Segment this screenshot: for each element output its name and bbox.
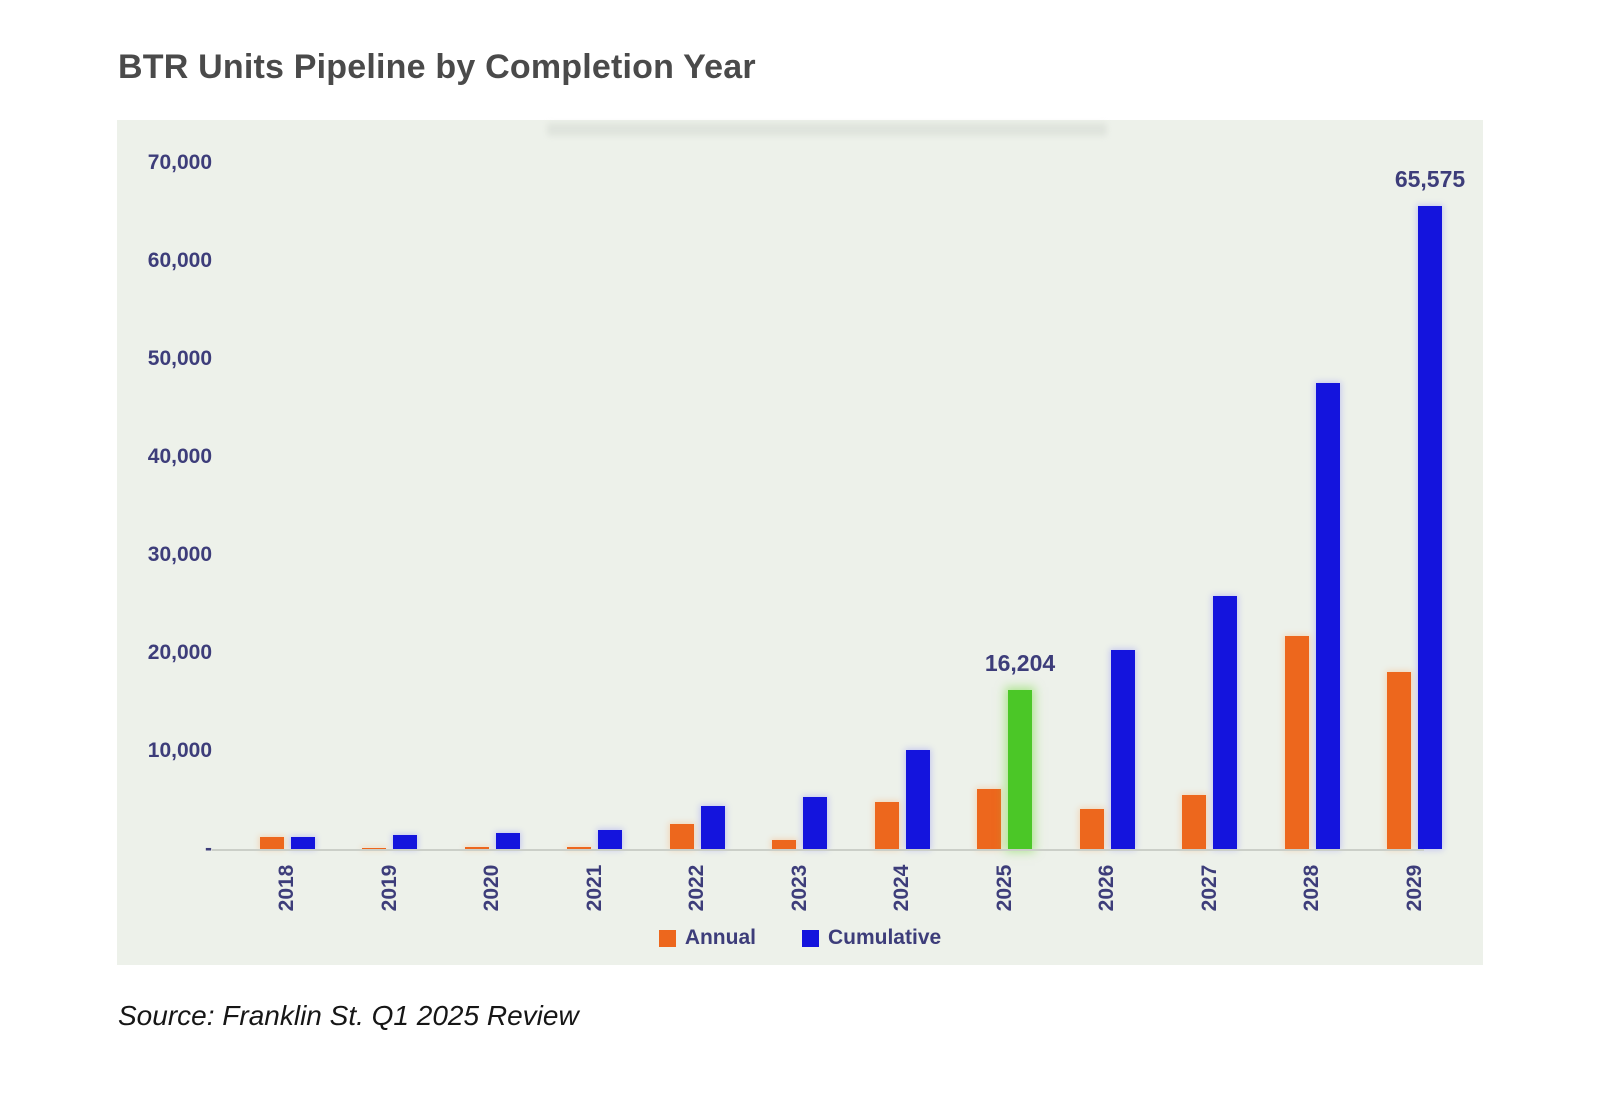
bar-annual-2022 (669, 824, 694, 849)
source-note: Source: Franklin St. Q1 2025 Review (118, 1000, 579, 1031)
page-title: BTR Units Pipeline by Completion Year (118, 48, 756, 86)
bar-cumulative-2026 (1110, 650, 1135, 849)
bar-annual-2019 (362, 848, 386, 849)
x-tick-label: 2021 (582, 864, 606, 912)
bar-cumulative-2020 (495, 833, 520, 849)
x-tick-label: 2023 (787, 864, 811, 912)
bar-annual-2021 (567, 847, 591, 849)
x-tick-label: 2020 (480, 864, 503, 912)
bar-cumulative-2022 (700, 806, 725, 849)
bar-cumulative-2025-highlighted (1008, 690, 1032, 849)
bar-cumulative-2027 (1213, 596, 1237, 849)
bar-annual-2026 (1079, 809, 1104, 849)
y-tick-label: 50,000 (147, 347, 212, 370)
chart-panel: 70,000 60,000 50,000 40,000 30,000 20,000 10,0… (117, 120, 1483, 965)
bar-cumulative-2021 (598, 830, 622, 849)
x-tick-label: 2018 (275, 864, 298, 912)
bar-annual-2020 (464, 847, 489, 849)
y-tick-label: 60,000 (147, 249, 212, 272)
artifact-band (547, 123, 1107, 136)
bar-annual-2023 (772, 840, 796, 849)
x-tick-label: 2019 (377, 864, 401, 912)
y-tick-label: 10,000 (147, 739, 212, 762)
bar-cumulative-2019 (393, 835, 417, 849)
x-tick-label: 2026 (1095, 864, 1118, 912)
bar-annual-2025 (977, 789, 1001, 849)
legend-cumulative-label: Cumulative (827, 926, 942, 949)
annual-swatch-icon (658, 929, 676, 947)
bar-annual-2024 (874, 802, 899, 849)
x-tick-label: 2028 (1300, 864, 1323, 912)
y-tick-label: - (205, 837, 212, 860)
x-tick-label: 2025 (992, 864, 1016, 912)
y-tick-label: 70,000 (147, 151, 212, 174)
bar-cumulative-2023 (803, 797, 827, 849)
data-label-2029: 65,575 (1394, 166, 1466, 192)
bar-annual-2028 (1284, 636, 1309, 849)
legend-item-cumulative: Cumulative (801, 926, 942, 950)
x-tick-label: 2022 (685, 864, 708, 912)
x-tick-label: 2029 (1402, 864, 1426, 912)
y-tick-label: 30,000 (147, 543, 212, 566)
x-tick-label: 2024 (890, 864, 913, 912)
bar-annual-2018 (259, 837, 284, 849)
legend-item-annual: Annual (658, 926, 756, 950)
cumulative-swatch-icon (801, 929, 819, 947)
y-tick-label: 40,000 (147, 445, 212, 468)
x-axis-line (212, 849, 1424, 851)
y-tick-label: 20,000 (147, 641, 212, 664)
legend: Annual Cumulative (117, 926, 1483, 950)
bar-cumulative-2028 (1315, 383, 1340, 849)
bar-annual-2027 (1182, 795, 1206, 849)
x-tick-label: 2027 (1197, 864, 1221, 912)
bar-cumulative-2018 (290, 837, 315, 849)
bar-cumulative-2029 (1418, 206, 1442, 849)
legend-annual-label: Annual (684, 926, 756, 949)
bar-annual-2029 (1387, 672, 1411, 849)
bar-cumulative-2024 (905, 750, 930, 849)
data-label-2025: 16,204 (984, 650, 1056, 676)
